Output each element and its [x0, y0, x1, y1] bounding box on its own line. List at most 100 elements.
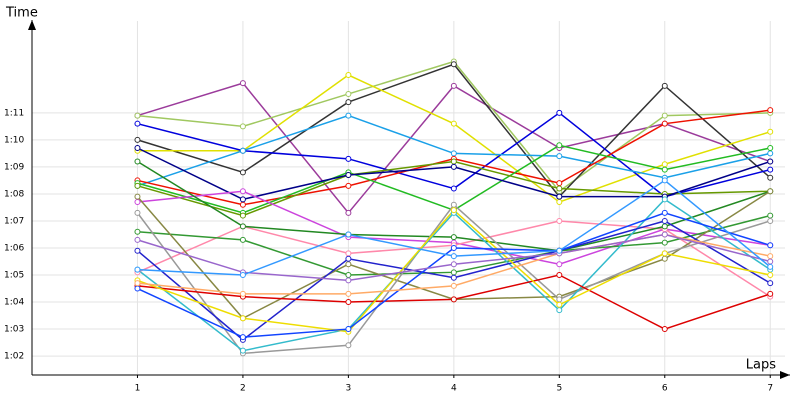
data-point — [134, 209, 141, 216]
data-point — [556, 261, 563, 268]
data-point — [556, 180, 563, 187]
data-point — [450, 269, 457, 276]
data-point — [767, 107, 774, 114]
y-tick-label: 1:06 — [4, 243, 24, 253]
data-point — [239, 212, 246, 219]
data-point — [556, 247, 563, 254]
data-point — [661, 217, 668, 224]
data-point — [556, 296, 563, 303]
data-point — [345, 299, 352, 306]
data-point — [767, 158, 774, 165]
y-tick-label: 1:05 — [4, 271, 24, 281]
data-point — [239, 196, 246, 203]
data-point — [450, 61, 457, 68]
y-axis-arrow — [28, 20, 36, 30]
data-point — [450, 207, 457, 214]
data-point — [556, 193, 563, 200]
data-point — [345, 272, 352, 279]
y-axis-title: Time — [5, 6, 38, 21]
data-point — [767, 174, 774, 181]
y-tick-label: 1:07 — [4, 216, 24, 226]
data-point — [450, 234, 457, 241]
data-point — [450, 163, 457, 170]
x-tick-label: 6 — [662, 384, 668, 394]
x-tick-label: 5 — [556, 384, 562, 394]
data-point — [134, 236, 141, 243]
data-point — [450, 282, 457, 289]
data-point — [556, 307, 563, 314]
data-point — [345, 231, 352, 238]
data-point — [239, 201, 246, 208]
data-point — [767, 290, 774, 297]
data-point — [661, 326, 668, 333]
data-point — [450, 244, 457, 251]
data-point — [661, 82, 668, 89]
data-point — [239, 347, 246, 354]
data-point — [239, 169, 246, 176]
data-point — [767, 128, 774, 135]
data-point — [767, 150, 774, 157]
data-point — [767, 188, 774, 195]
data-point — [450, 296, 457, 303]
x-tick-label: 2 — [240, 384, 246, 394]
y-tick-label: 1:11 — [4, 108, 24, 118]
data-point — [134, 228, 141, 235]
data-point — [345, 290, 352, 297]
data-point — [345, 172, 352, 179]
data-point — [134, 280, 141, 287]
data-point — [345, 255, 352, 262]
data-point — [239, 315, 246, 322]
data-point — [767, 166, 774, 173]
y-tick-label: 1:10 — [4, 135, 24, 145]
data-point — [661, 239, 668, 246]
data-point — [239, 123, 246, 130]
data-point — [767, 280, 774, 287]
data-point — [450, 120, 457, 127]
data-point — [661, 231, 668, 238]
data-point — [450, 150, 457, 157]
data-point — [134, 136, 141, 143]
y-tick-label: 1:04 — [4, 298, 24, 308]
data-point — [345, 90, 352, 97]
data-point — [345, 250, 352, 257]
data-point — [134, 182, 141, 189]
data-point — [661, 120, 668, 127]
x-tick-label: 3 — [346, 384, 352, 394]
data-point — [345, 342, 352, 349]
data-point — [450, 253, 457, 260]
data-point — [134, 145, 141, 152]
x-tick-label: 7 — [767, 384, 773, 394]
data-point — [661, 250, 668, 257]
x-tick-label: 1 — [135, 384, 141, 394]
data-point — [556, 217, 563, 224]
data-point — [239, 272, 246, 279]
data-point — [134, 266, 141, 273]
data-point — [556, 109, 563, 116]
data-point — [767, 242, 774, 249]
data-point — [345, 182, 352, 189]
data-point — [661, 161, 668, 168]
data-point — [239, 223, 246, 230]
data-point — [450, 158, 457, 165]
data-point — [767, 212, 774, 219]
data-point — [345, 277, 352, 284]
data-point — [450, 201, 457, 208]
data-point — [661, 196, 668, 203]
data-point — [345, 261, 352, 268]
data-point — [661, 223, 668, 230]
data-point — [239, 147, 246, 154]
y-tick-label: 1:09 — [4, 162, 24, 172]
y-tick-label: 1:03 — [4, 325, 24, 335]
data-point — [345, 209, 352, 216]
data-point — [556, 272, 563, 279]
data-point — [134, 285, 141, 292]
data-point — [134, 247, 141, 254]
data-point — [767, 272, 774, 279]
data-point — [661, 209, 668, 216]
data-point — [661, 166, 668, 173]
data-point — [661, 255, 668, 262]
data-point — [767, 258, 774, 265]
data-point — [345, 99, 352, 106]
data-point — [767, 263, 774, 270]
y-tick-label: 1:02 — [4, 352, 24, 362]
